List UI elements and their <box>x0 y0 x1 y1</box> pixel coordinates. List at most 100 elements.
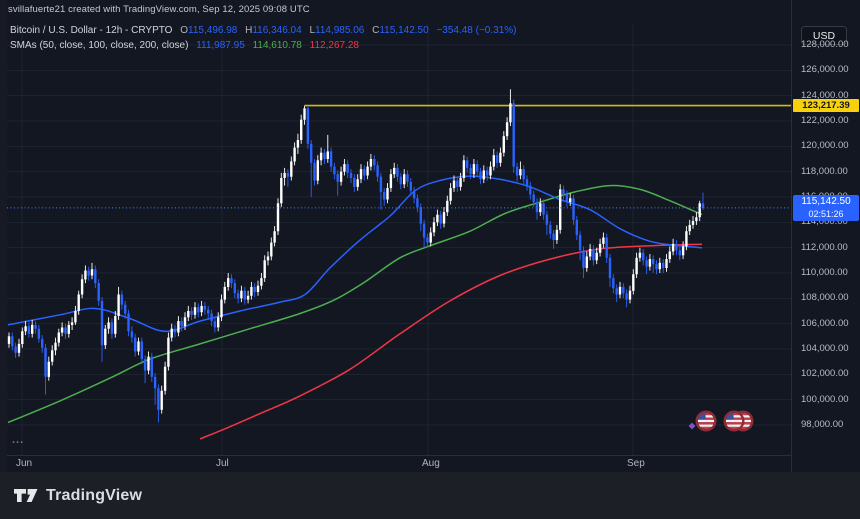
candle-body <box>290 161 293 177</box>
candle-body <box>266 256 270 261</box>
candle-body <box>393 167 396 175</box>
candle-body <box>17 343 21 353</box>
candle-body <box>665 259 668 268</box>
candle-body <box>645 260 648 267</box>
price-axis-label: 126,000.00 <box>801 64 849 75</box>
candle-body <box>187 311 190 318</box>
candle-body <box>190 311 193 315</box>
sma-legend-row[interactable]: SMAs (50, close, 100, close, 200, close)… <box>10 39 517 53</box>
last-price-label: 115,142.50 02:51:26 <box>793 195 859 221</box>
last-price-value: 115,142.50 <box>801 196 851 207</box>
candle-body <box>147 356 150 371</box>
candle-body <box>376 165 379 177</box>
time-axis-label[interactable]: Jun <box>16 458 32 469</box>
candle-body <box>157 388 160 410</box>
candle-body <box>263 260 266 278</box>
candle-body <box>675 243 678 251</box>
event-marker-ring[interactable] <box>695 410 717 432</box>
candle-body <box>466 160 469 168</box>
price-axis[interactable]: USD 128,000.00 126,000.00 124,000.00 122,00… <box>791 0 860 472</box>
candle-body <box>94 269 97 284</box>
candle-body <box>562 189 565 195</box>
sma100-value: 114,610.78 <box>252 40 302 51</box>
candle-body <box>87 270 90 276</box>
candle-body <box>655 264 658 270</box>
candle-body <box>578 235 582 251</box>
candle-body <box>329 151 333 167</box>
candle-body <box>31 324 34 334</box>
price-chart[interactable]: Jun Jul Aug Sep <box>0 0 791 472</box>
candle-body <box>685 231 688 247</box>
candle-body <box>336 174 339 182</box>
candle-body <box>104 328 107 346</box>
sma100-line[interactable] <box>7 184 703 424</box>
candle-body <box>137 341 140 352</box>
candle-body <box>575 219 578 235</box>
candle-body <box>499 152 502 163</box>
candle-body <box>608 257 612 279</box>
low-value: 114,985.06 <box>315 25 365 36</box>
price-axis-label: 118,000.00 <box>801 166 848 177</box>
price-axis-label: 104,000.00 <box>801 343 849 354</box>
candle-body <box>419 207 422 224</box>
candle-body <box>658 262 661 270</box>
sma200-value: 112,267.28 <box>309 40 359 51</box>
sma50-line[interactable] <box>7 175 703 333</box>
candle-body <box>230 278 233 284</box>
legend-more-button[interactable]: ... <box>12 434 25 446</box>
candle-body <box>389 174 393 189</box>
candle-body <box>207 309 210 314</box>
candle-body <box>559 189 562 230</box>
candle-body <box>691 221 695 225</box>
candle-body <box>256 285 260 292</box>
candle-body <box>695 217 698 222</box>
candle-body <box>270 242 273 257</box>
ath-price-label: 123,217.39 <box>793 99 859 112</box>
candle-body <box>203 305 207 310</box>
candle-body <box>612 278 615 289</box>
candle-body <box>602 237 605 244</box>
candle-body <box>668 251 671 260</box>
price-axis-label: 98,000.00 <box>801 419 844 430</box>
currency-unit-button[interactable]: USD <box>801 26 847 45</box>
candle-body <box>280 178 283 204</box>
candle-body <box>681 246 685 256</box>
sma50-value: 111,987.95 <box>196 40 245 51</box>
event-marker-ring[interactable] <box>723 410 745 432</box>
candle-body <box>492 155 495 167</box>
candle-body <box>100 300 104 346</box>
candle-body <box>522 169 525 180</box>
sma200-line[interactable] <box>199 243 703 440</box>
candle-body <box>412 190 416 199</box>
candle-body <box>595 252 598 261</box>
candle-body <box>163 366 167 391</box>
time-axis-label[interactable]: Jul <box>216 458 229 469</box>
us-flag-event-icon[interactable] <box>697 412 715 430</box>
price-axis-label: 112,000.00 <box>801 242 848 253</box>
time-axis-label[interactable]: Sep <box>627 458 645 469</box>
candle-body <box>532 194 535 203</box>
candle-body <box>253 286 256 292</box>
candle-body <box>316 160 319 181</box>
candle-body <box>622 286 625 294</box>
price-axis-label: 124,000.00 <box>801 90 849 101</box>
candle-body <box>648 259 652 267</box>
candle-body <box>326 151 329 159</box>
tradingview-logo-link[interactable]: TradingView <box>14 487 142 505</box>
candle-body <box>180 321 183 327</box>
candle-body <box>21 331 24 344</box>
candle-body <box>120 294 124 305</box>
symbol-legend-row[interactable]: Bitcoin / U.S. Dollar - 12h - CRYPTO O11… <box>10 24 517 38</box>
candle-body <box>80 279 84 295</box>
candle-body <box>446 200 449 213</box>
candle-body <box>688 224 691 232</box>
candle-body <box>642 252 645 261</box>
time-axis-label[interactable]: Aug <box>422 458 440 469</box>
candle-body <box>396 167 399 177</box>
diamond-event-icon[interactable] <box>688 422 696 430</box>
us-flag-event-icon[interactable] <box>725 412 743 430</box>
candle-body <box>37 328 41 339</box>
sma-label: SMAs (50, close, 100, close, 200, close) <box>10 40 189 51</box>
candle-body <box>27 326 31 334</box>
